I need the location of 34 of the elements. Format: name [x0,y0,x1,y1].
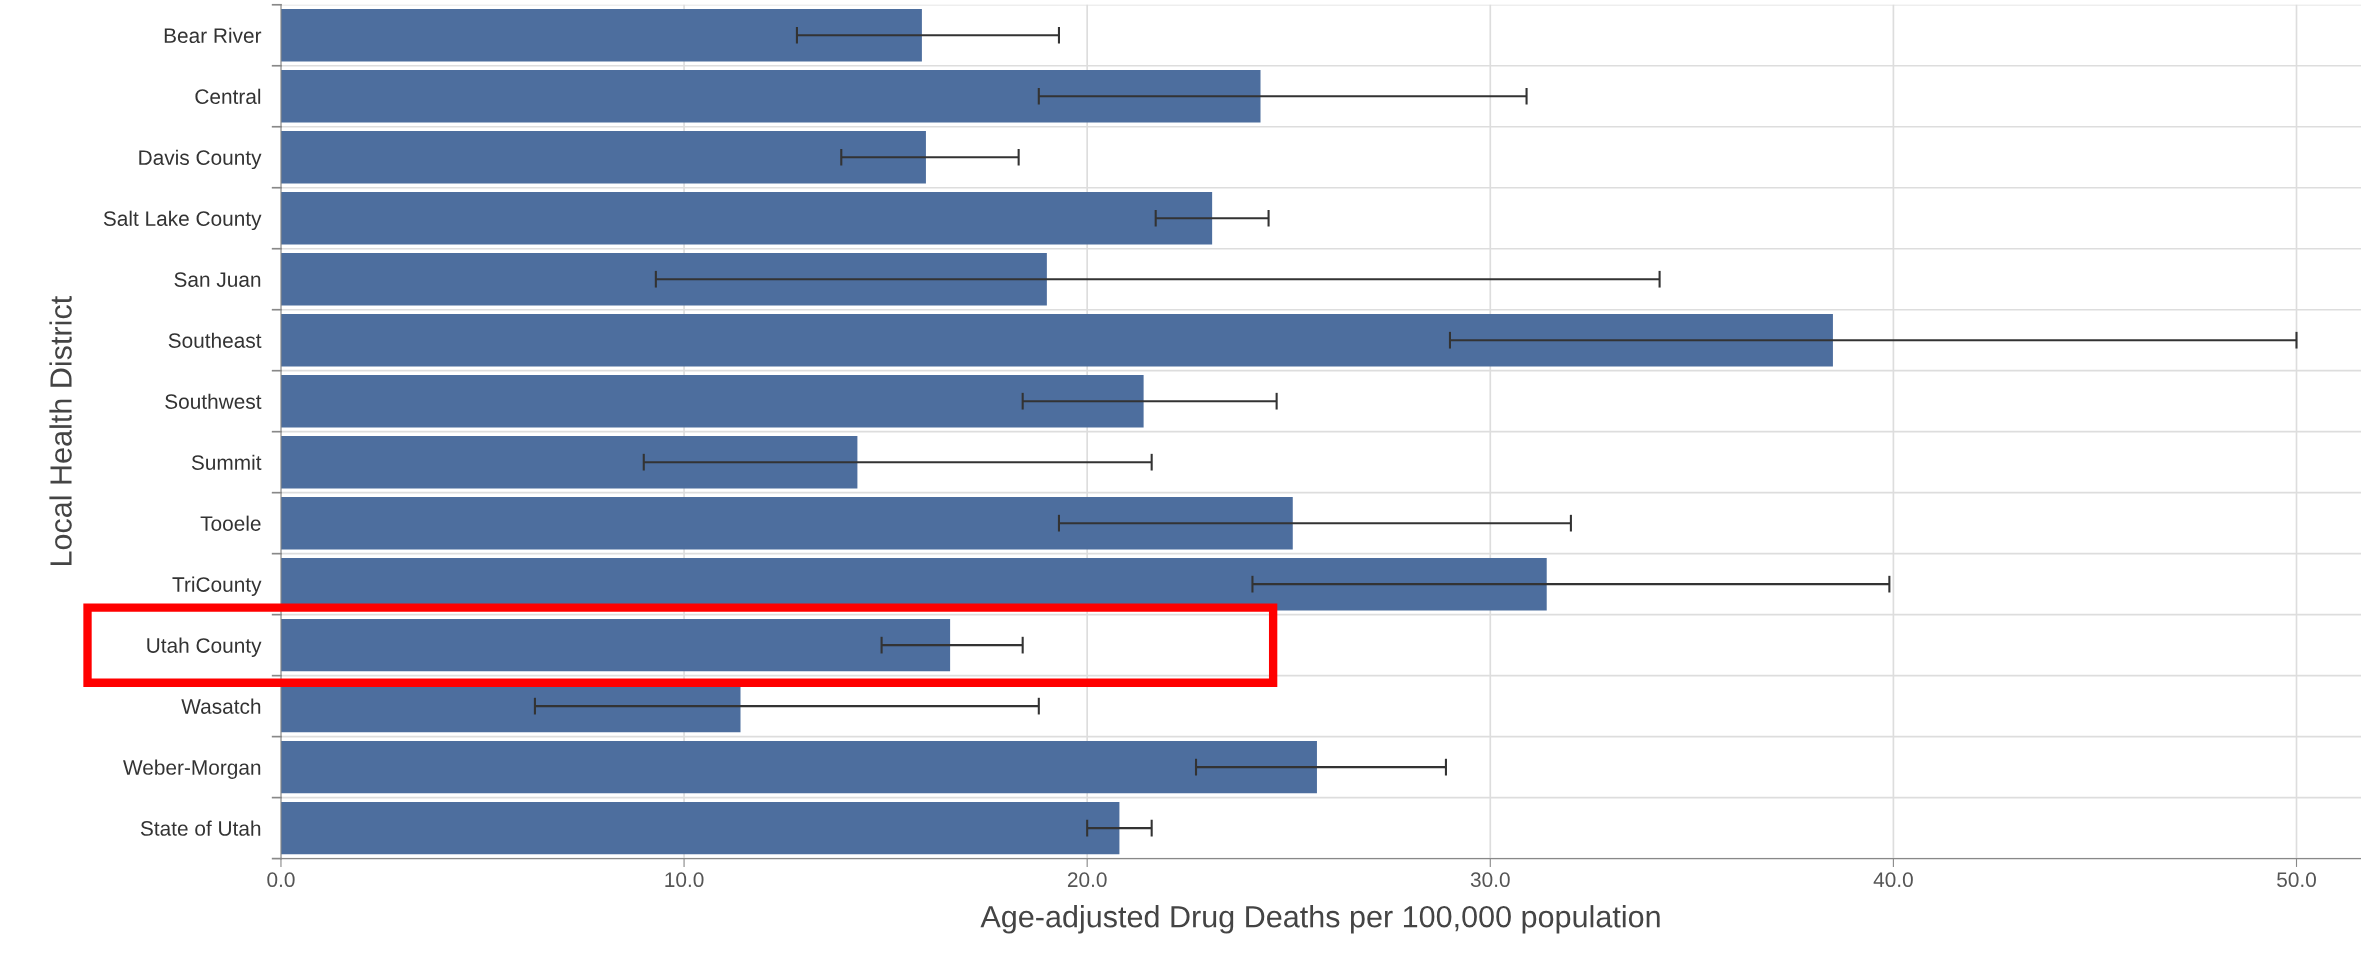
y-tick-label: Weber-Morgan [123,759,261,779]
y-tick-label: San Juan [174,272,261,287]
x-tick-label: 10.0 [665,872,704,888]
y-tick-label: Southeast [168,332,262,348]
x-tick-label: 30.0 [1470,872,1510,888]
bar [280,9,922,62]
y-tick-label: TriCounty [172,576,262,597]
bar [280,313,1833,367]
y-tick-label: Summit [191,454,262,470]
y-tick-label: Tooele [200,515,261,531]
bar [280,192,1213,245]
y-tick-label: Davis County [139,149,262,170]
bar [280,131,926,184]
bar [280,618,951,672]
bar [280,801,1120,855]
y-tick-label: Central [195,88,261,105]
y-tick-label: Southwest [165,393,262,409]
bar [280,70,1261,123]
y-tick-label: Bear River [164,27,262,44]
x-axis-title: Age-adjusted Drug Deaths per 100,000 population [980,905,1660,934]
bar [280,496,1293,550]
y-tick-label: Wasatch [181,698,261,714]
y-tick-label: State of Utah [140,820,261,836]
bar [280,740,1317,794]
x-tick-label: 0.0 [267,872,295,888]
bar [280,252,1047,306]
bar [280,435,858,489]
x-tick-label: 20.0 [1067,872,1107,888]
x-tick-label: 40.0 [1873,872,1913,888]
x-tick-label: 50.0 [2277,872,2316,888]
y-tick-label: Salt Lake County [103,210,262,231]
y-axis-title: Local Health District [49,296,72,566]
bar [280,374,1144,428]
y-tick-label: Utah County [147,637,262,658]
